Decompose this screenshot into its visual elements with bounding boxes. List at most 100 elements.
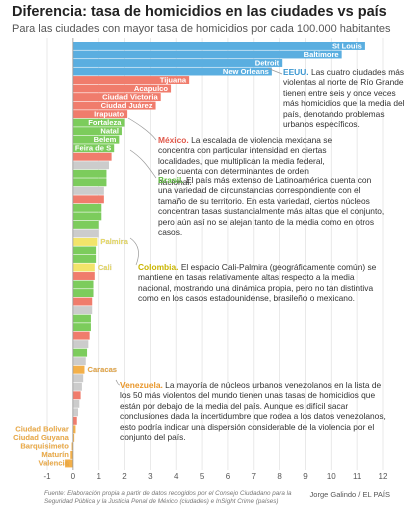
bar (72, 306, 93, 315)
bar (72, 84, 172, 93)
bar-label: Acapulco (134, 84, 169, 93)
bar (72, 331, 90, 340)
annotation-text: La escalada de violencia mexicana se con… (158, 135, 333, 187)
bar (72, 255, 97, 263)
bar-label: Irapuato (94, 109, 124, 118)
annotation-text: El país más extenso de Latinoamérica cue… (158, 175, 385, 238)
connector (115, 379, 121, 386)
annotation-country: Venezuela. (120, 380, 163, 390)
bar (72, 186, 104, 195)
bar (70, 450, 73, 459)
bar (72, 314, 91, 323)
chart-subtitle: Para las ciudades con mayor tasa de homi… (12, 23, 391, 35)
bar (72, 178, 107, 187)
bar (72, 272, 95, 280)
x-tick-label: 5 (200, 472, 205, 481)
annotation-country: EEUU. (283, 67, 309, 77)
x-tick-label: 12 (379, 472, 388, 481)
bar (72, 433, 75, 442)
bar-label: Tijuana (160, 75, 187, 84)
annotation: EEUU. Las cuatro ciudades más violentas … (283, 67, 411, 129)
annotation-country: México. (158, 135, 189, 145)
annotation-country: Colombia. (138, 262, 179, 272)
bar-label: New Orleans (223, 67, 269, 76)
bar-label: Fortaleza (88, 118, 122, 127)
bar-label: Ciudad Bolivar (15, 425, 69, 434)
annotation: Venezuela. La mayoría de núcleos urbanos… (120, 380, 388, 442)
bar (72, 399, 80, 408)
x-tick-label: 1 (96, 472, 101, 481)
bar (72, 280, 94, 289)
bar (72, 229, 99, 238)
bar (72, 212, 102, 221)
bar (72, 416, 77, 425)
bar (72, 93, 161, 102)
annotation-text: El espacio Cali-Palmira (geográficamente… (138, 262, 377, 304)
chart-title: Diferencia: tasa de homicidios en las ci… (12, 4, 387, 20)
connector (129, 237, 139, 266)
bar-label: St Louis (332, 41, 362, 50)
bar (72, 289, 94, 297)
annotation-text: La mayoría de núcleos urbanos venezolano… (120, 380, 386, 443)
x-tick-label: 8 (277, 472, 282, 481)
x-tick-label: 6 (226, 472, 231, 481)
x-tick-label: 0 (71, 472, 76, 481)
x-tick-label: 10 (327, 472, 336, 481)
bar (72, 220, 99, 229)
bar (72, 365, 85, 374)
bar-label: Baltimore (304, 50, 339, 59)
bar (72, 110, 128, 119)
annotation-text: Las cuatro ciudades más violentas al nor… (283, 67, 405, 130)
x-tick-label: 7 (252, 472, 257, 481)
bar-label: Detroit (255, 58, 280, 67)
bar (72, 144, 115, 153)
bar (72, 195, 104, 204)
bar (72, 42, 365, 50)
bar (72, 348, 88, 357)
x-tick-label: 11 (353, 472, 362, 481)
annotation: Brasil. El país más extenso de Latinoamé… (158, 175, 386, 237)
x-tick-label: 4 (174, 472, 179, 481)
bar (72, 408, 79, 417)
annotation: Colombia. El espacio Cali-Palmira (geogr… (138, 262, 384, 304)
bar (72, 127, 122, 136)
connector (267, 67, 283, 75)
bar (72, 391, 81, 400)
bar-label: Cali (98, 263, 112, 272)
bar (72, 425, 76, 434)
bar (72, 67, 272, 76)
bar (72, 340, 89, 349)
bar (72, 203, 102, 212)
bar-label: Palmira (100, 237, 128, 246)
bar (72, 50, 342, 59)
bar (71, 442, 73, 451)
annotation: México. La escalada de violencia mexican… (158, 135, 340, 187)
x-tick-label: 3 (148, 472, 153, 481)
bar-label: Belem (94, 135, 117, 144)
bar-label: Feira de S (75, 144, 111, 153)
bar (72, 76, 190, 84)
source: Fuente: Elaboración propia a partir de d… (44, 490, 292, 505)
connector (129, 149, 157, 179)
connectors (115, 67, 283, 386)
bar (65, 459, 73, 468)
bar (72, 246, 97, 255)
bar-label: Natal (100, 126, 119, 135)
bar (72, 297, 93, 306)
x-tick-label: -1 (43, 472, 51, 481)
bar-label: Valencia (38, 459, 69, 468)
x-tick-label: 2 (122, 472, 127, 481)
bar (72, 263, 95, 272)
x-tick-label: 9 (303, 472, 308, 481)
connector (127, 117, 157, 141)
bar (72, 237, 98, 246)
bar (72, 374, 84, 383)
bar (72, 152, 112, 161)
bar-label: Ciudad Guyana (13, 433, 69, 442)
bar-label: Maturín (41, 450, 69, 459)
bar (72, 357, 86, 366)
bar (72, 382, 82, 391)
annotation-country: Brasil. (158, 175, 184, 185)
bar-label: Ciudad Victoria (102, 92, 158, 101)
